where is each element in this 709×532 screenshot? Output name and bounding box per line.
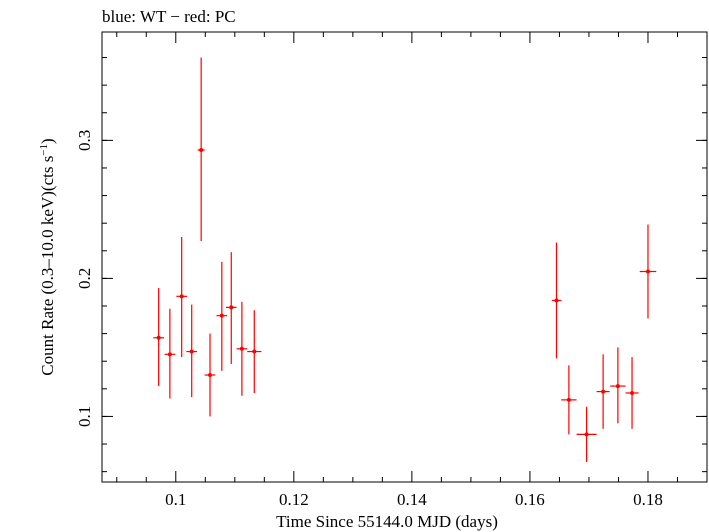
point-marker (189, 349, 194, 354)
point-marker (601, 389, 606, 394)
axis-tick-labels: 0.1 0.12 0.14 0.16 0.18 0.1 0.2 0.3 (75, 130, 663, 509)
data-point (236, 301, 248, 396)
data-points (153, 57, 657, 462)
point-marker (179, 294, 184, 299)
chart-title: blue: WT − red: PC (102, 7, 236, 26)
plot-frame (101, 31, 708, 483)
point-marker (584, 432, 589, 437)
data-point (176, 236, 187, 358)
x-axis-label: Time Since 55144.0 MJD (days) (276, 512, 498, 531)
y-axis-label: Count Rate (0.3–10.0 keV)(cts s−1) (38, 138, 57, 375)
data-point (197, 57, 205, 242)
point-marker (239, 346, 244, 351)
point-marker (615, 384, 620, 389)
point-marker (252, 349, 257, 354)
x-tick-label: 0.14 (397, 490, 427, 509)
data-point (225, 252, 237, 364)
data-point (625, 357, 639, 429)
data-point (610, 347, 626, 424)
data-point (186, 304, 198, 398)
y-tick-label: 0.3 (75, 130, 94, 151)
point-marker (208, 373, 213, 378)
y-tick-label: 0.2 (75, 268, 94, 289)
data-point (204, 333, 216, 417)
data-point (576, 406, 597, 462)
point-marker (199, 148, 204, 153)
y-axis-label-main: Count Rate (0.3–10.0 keV)(cts s (38, 156, 57, 376)
data-point (153, 288, 164, 387)
data-point (164, 308, 176, 399)
x-tick-label: 0.12 (279, 490, 309, 509)
point-marker (645, 269, 650, 274)
point-marker (554, 298, 559, 303)
x-tick-label: 0.18 (633, 490, 663, 509)
axis-ticks (102, 32, 708, 482)
data-point (561, 365, 577, 435)
data-point (247, 310, 262, 393)
y-axis-label-close: ) (38, 138, 57, 144)
point-marker (219, 313, 224, 318)
y-axis-label-superscript: −1 (38, 144, 50, 156)
data-point (596, 354, 610, 429)
data-point (551, 242, 562, 359)
data-point (216, 261, 228, 371)
point-marker (167, 352, 172, 357)
point-marker (630, 390, 635, 395)
y-tick-label: 0.1 (75, 406, 94, 427)
data-point (639, 224, 657, 319)
x-tick-label: 0.1 (165, 490, 186, 509)
x-tick-label: 0.16 (515, 490, 545, 509)
point-marker (566, 397, 571, 402)
point-marker (156, 335, 161, 340)
point-marker (229, 305, 234, 310)
